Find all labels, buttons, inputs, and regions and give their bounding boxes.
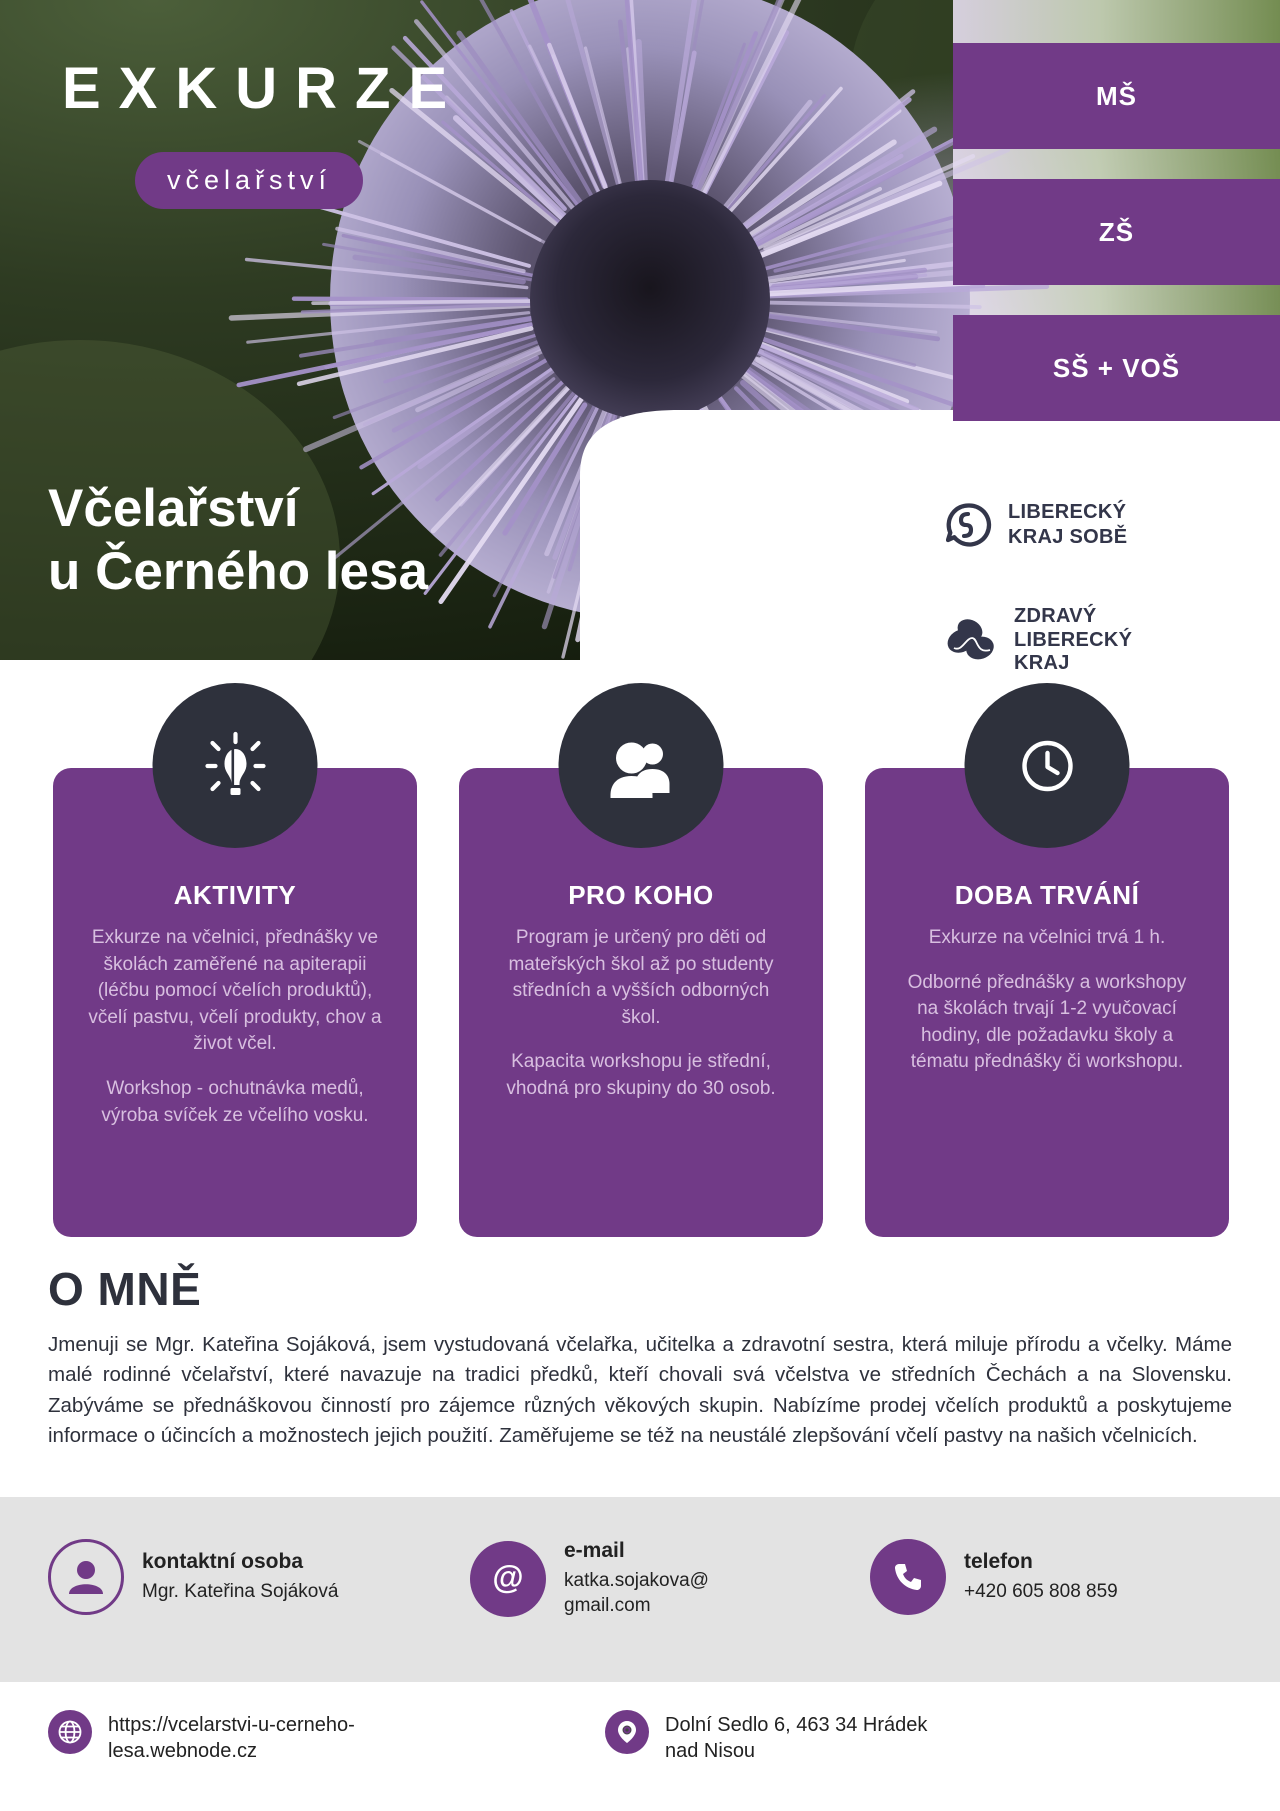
svg-text:@: @ bbox=[492, 1559, 523, 1595]
